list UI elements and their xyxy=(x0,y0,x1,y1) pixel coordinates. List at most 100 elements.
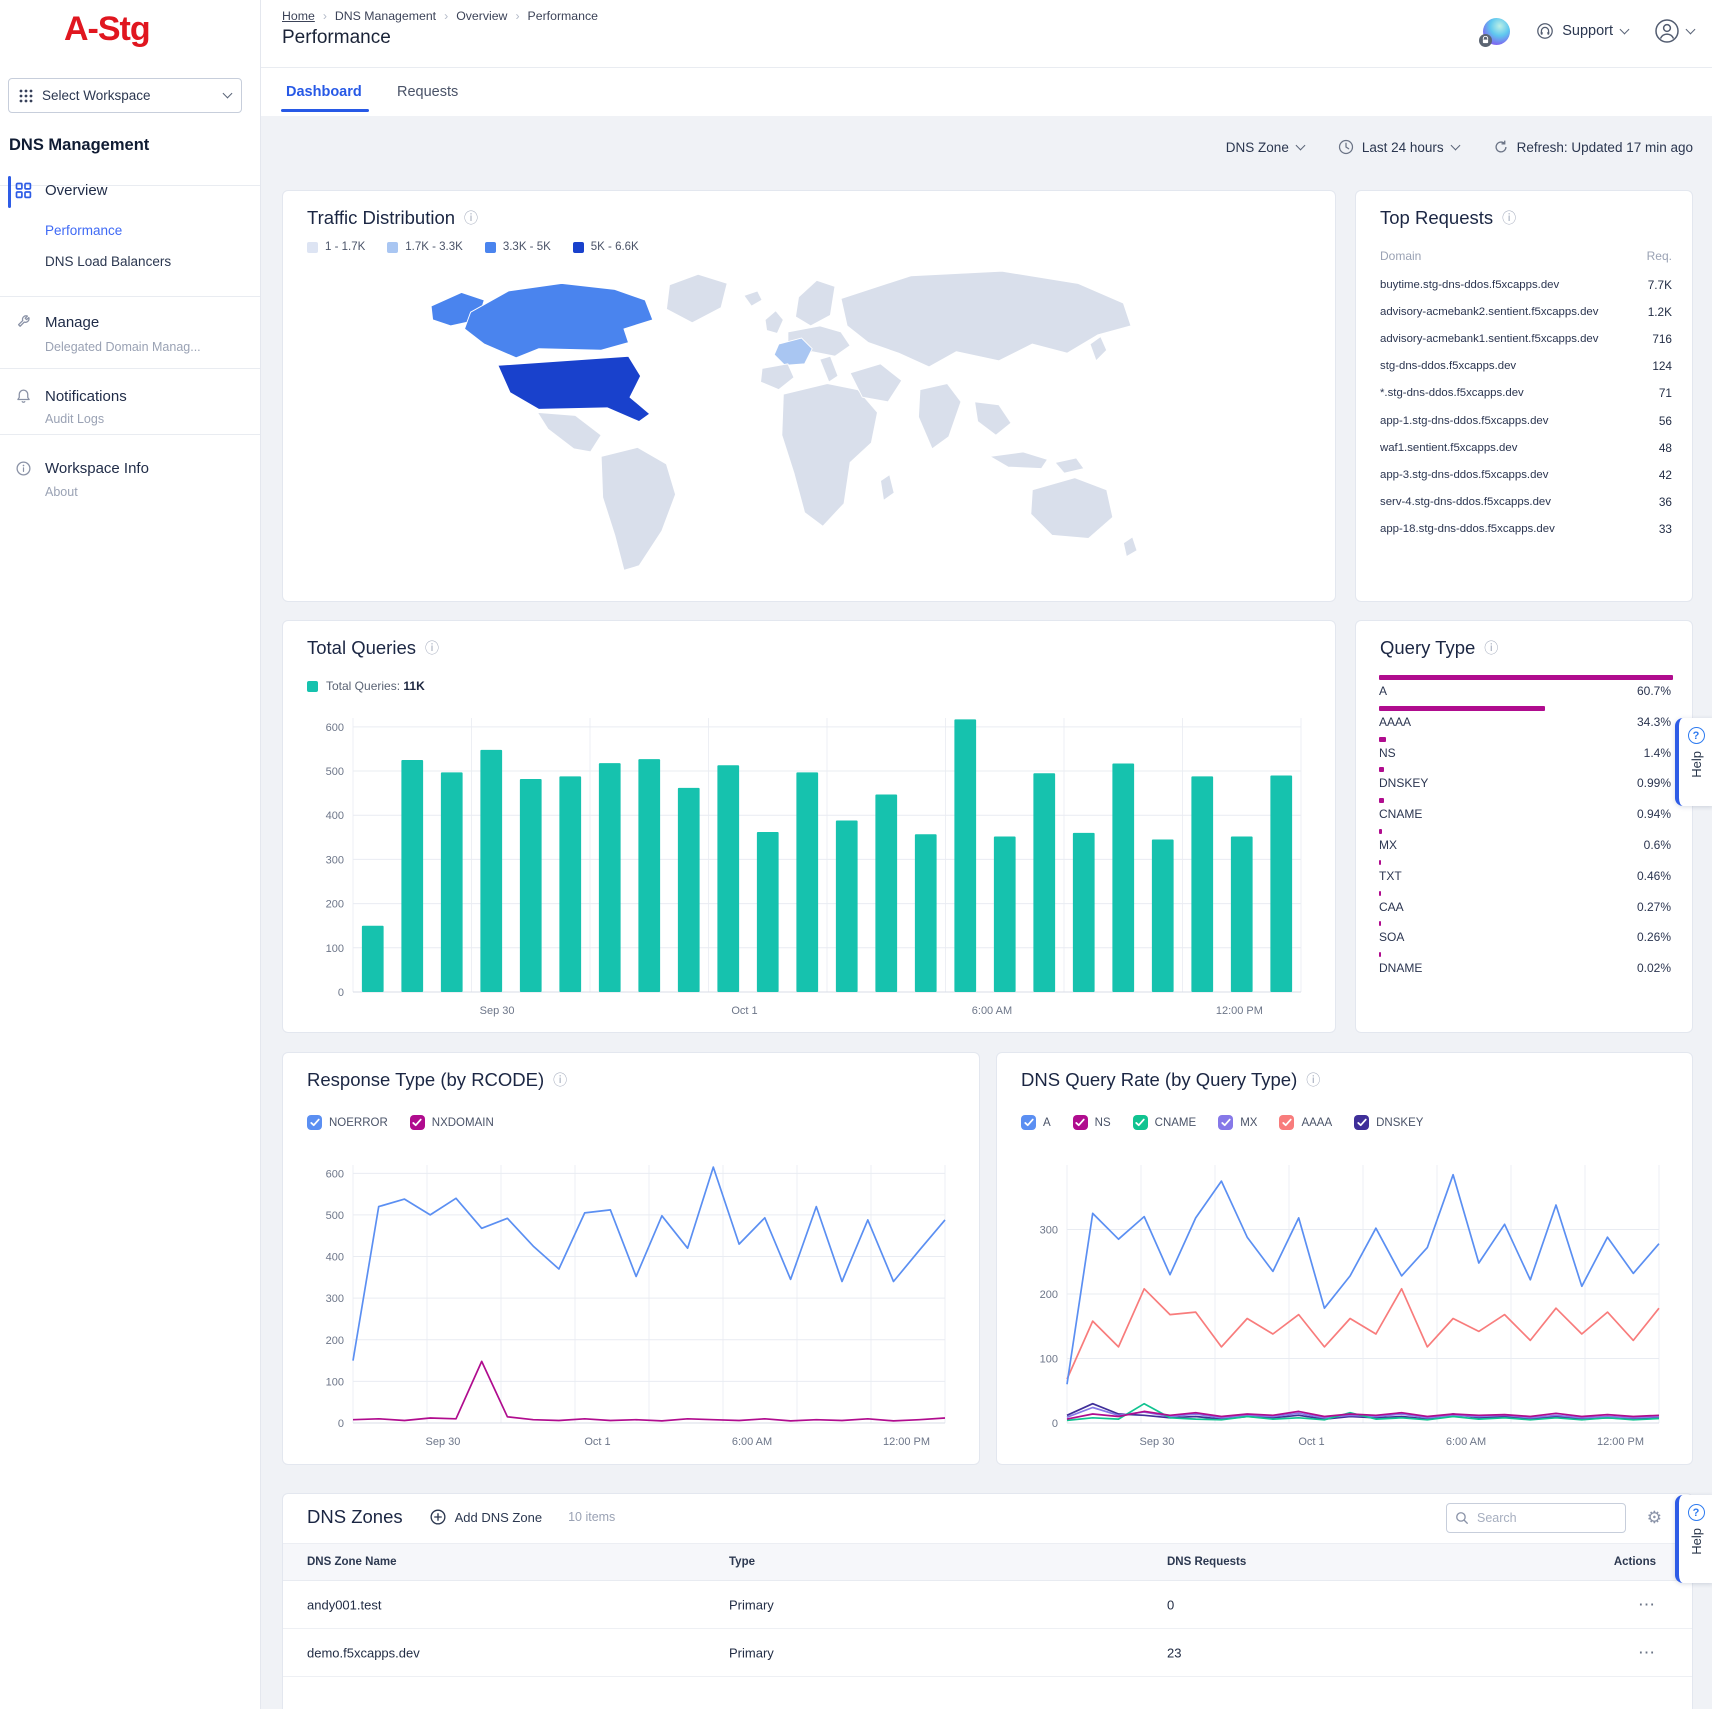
query-type-row: DNSKEY 0.99% xyxy=(1379,765,1671,796)
legend-label: 3.3K - 5K xyxy=(502,241,551,253)
time-range-filter[interactable]: Last 24 hours xyxy=(1338,139,1461,155)
refresh-icon xyxy=(1495,140,1507,153)
info-icon[interactable]: ⓘ xyxy=(425,640,439,656)
gear-icon[interactable]: ⚙ xyxy=(1646,1508,1662,1527)
series-checkbox[interactable] xyxy=(1354,1115,1370,1130)
query-type-label: MX xyxy=(1379,837,1397,852)
breadcrumb-item[interactable]: Home xyxy=(282,9,315,23)
zone-name: andy001.test xyxy=(307,1597,382,1612)
series-checkbox[interactable] xyxy=(1072,1115,1088,1130)
line-series-A xyxy=(1066,1173,1660,1385)
support-menu[interactable]: Support xyxy=(1536,22,1630,40)
line-series-DNSKEY xyxy=(1066,1402,1660,1420)
country-middle-east xyxy=(849,363,903,403)
country-indonesia xyxy=(989,451,1048,470)
sidebar-item-delegated-domain[interactable]: Delegated Domain Manag... xyxy=(45,340,201,354)
svg-text:300: 300 xyxy=(326,1293,344,1305)
bar xyxy=(1072,832,1095,992)
sidebar-item-workspace-info[interactable]: Workspace Info xyxy=(15,460,149,477)
legend-swatch xyxy=(572,241,584,253)
ellipsis-icon[interactable]: ⋯ xyxy=(1638,1594,1656,1614)
query-type-label: CNAME xyxy=(1379,807,1423,822)
tab-dashboard[interactable]: Dashboard xyxy=(286,84,362,100)
svg-text:Sep 30: Sep 30 xyxy=(480,1005,515,1017)
query-type-bar xyxy=(1379,736,1386,742)
legend-label: NXDOMAIN xyxy=(431,1116,494,1129)
ellipsis-icon[interactable]: ⋯ xyxy=(1638,1642,1656,1662)
info-icon[interactable]: ⓘ xyxy=(1502,210,1517,226)
svg-text:Sep 30: Sep 30 xyxy=(1140,1436,1175,1448)
refresh-button[interactable]: Refresh: Updated 17 min ago xyxy=(1493,139,1693,155)
country-russia-asia xyxy=(840,270,1132,368)
globe-sphere-icon[interactable] xyxy=(1479,17,1511,47)
column-zone-name: DNS Zone Name xyxy=(307,1556,397,1568)
query-type-bar xyxy=(1379,952,1381,958)
info-icon[interactable]: ⓘ xyxy=(464,210,479,226)
bar xyxy=(677,787,700,992)
chevron-down-icon xyxy=(1619,24,1630,34)
series-checkbox[interactable] xyxy=(1218,1115,1234,1130)
account-menu[interactable] xyxy=(1654,18,1696,44)
help-tab[interactable]: ? Help xyxy=(1675,718,1712,806)
sidebar-item-notifications[interactable]: Notifications xyxy=(15,388,127,405)
column-req: Req. xyxy=(1646,249,1672,263)
column-actions: Actions xyxy=(1613,1556,1656,1568)
query-type-pct: 0.99% xyxy=(1636,776,1671,791)
row-actions: ⋯ xyxy=(1556,1643,1656,1663)
sidebar-item-dns-load-balancers[interactable]: DNS Load Balancers xyxy=(45,254,172,269)
card-title: DNS Zones xyxy=(307,1506,403,1527)
request-count: 1.2K xyxy=(1647,304,1672,319)
svg-text:12:00 PM: 12:00 PM xyxy=(1216,1005,1263,1017)
breadcrumb-item[interactable]: Performance xyxy=(527,9,598,23)
active-section-accent xyxy=(8,176,11,208)
query-type-row: DNAME 0.02% xyxy=(1379,950,1671,981)
breadcrumb-item[interactable]: DNS Management xyxy=(334,9,437,23)
support-label: Support xyxy=(1562,23,1613,39)
series-checkbox[interactable] xyxy=(1132,1115,1148,1130)
sidebar-item-overview[interactable]: Overview xyxy=(15,182,108,199)
sidebar-item-audit-logs[interactable]: Audit Logs xyxy=(45,412,105,426)
time-range-label: Last 24 hours xyxy=(1361,139,1444,155)
legend-label: 5K - 6.6K xyxy=(590,241,639,253)
info-icon[interactable]: ⓘ xyxy=(1484,640,1499,656)
query-type-bar xyxy=(1379,675,1673,680)
country-south-america xyxy=(600,446,677,571)
info-icon[interactable]: ⓘ xyxy=(1306,1072,1321,1088)
country-scandinavia xyxy=(795,279,836,327)
request-count: 71 xyxy=(1658,386,1672,401)
legend-swatch xyxy=(484,241,496,253)
brand-logo[interactable]: A-Stg xyxy=(64,10,151,48)
top-requests-card: Top Requests ⓘ Domain Req. buytime.stg-d… xyxy=(1355,190,1693,602)
bar xyxy=(875,794,898,992)
breadcrumb-item[interactable]: Overview xyxy=(456,9,508,23)
top-request-row: *.stg-dns-ddos.f5xcapps.dev 71 xyxy=(1380,380,1672,407)
query-type-bar xyxy=(1379,798,1384,804)
series-checkbox[interactable] xyxy=(1021,1115,1036,1130)
dns-zone-filter[interactable]: DNS Zone xyxy=(1226,140,1306,155)
legend-item: AAAA xyxy=(1279,1115,1332,1130)
request-count: 48 xyxy=(1658,440,1672,455)
table-row: demo.f5xcapps.dev Primary 23 ⋯ xyxy=(283,1629,1692,1677)
info-icon[interactable]: ⓘ xyxy=(553,1072,568,1088)
sidebar-item-manage[interactable]: Manage xyxy=(15,314,99,331)
query-rate-line-chart: 0 100 200 300 Sep 30 Oct 1 6:00 AM 12:00 PM xyxy=(1040,1165,1660,1448)
zone-name: demo.f5xcapps.dev xyxy=(307,1645,420,1660)
clock-icon xyxy=(1338,139,1353,155)
country-iberia xyxy=(760,363,795,391)
svg-text:300: 300 xyxy=(326,854,344,866)
series-checkbox[interactable] xyxy=(1279,1115,1295,1130)
svg-text:200: 200 xyxy=(326,1335,344,1347)
query-type-label: CAA xyxy=(1379,899,1404,914)
workspace-selector-label: Select Workspace xyxy=(42,88,151,103)
help-tab[interactable]: ? Help xyxy=(1675,1495,1712,1583)
sidebar-item-about[interactable]: About xyxy=(45,485,78,499)
country-uk xyxy=(764,310,784,334)
tab-requests[interactable]: Requests xyxy=(397,84,459,100)
sidebar-item-performance[interactable]: Performance xyxy=(45,223,123,238)
search-input[interactable] xyxy=(1475,1510,1617,1526)
legend-item: NS xyxy=(1072,1115,1111,1130)
series-checkbox[interactable] xyxy=(307,1115,322,1130)
workspace-selector[interactable]: Select Workspace xyxy=(8,78,242,113)
add-dns-zone-button[interactable]: Add DNS Zone xyxy=(429,1508,542,1526)
series-checkbox[interactable] xyxy=(409,1115,425,1130)
